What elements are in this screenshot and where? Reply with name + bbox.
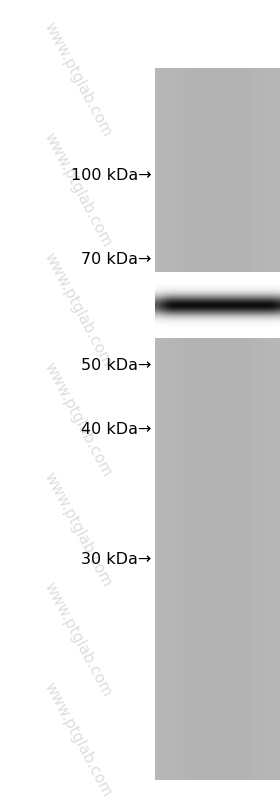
Text: www.ptglab.com: www.ptglab.com [42,470,115,590]
Text: www.ptglab.com: www.ptglab.com [42,130,115,250]
Text: www.ptglab.com: www.ptglab.com [42,360,115,480]
Text: 70 kDa→: 70 kDa→ [81,252,151,268]
Text: www.ptglab.com: www.ptglab.com [42,20,115,140]
Text: 40 kDa→: 40 kDa→ [81,423,151,438]
Text: 30 kDa→: 30 kDa→ [81,552,151,567]
Text: www.ptglab.com: www.ptglab.com [42,580,115,700]
Text: 100 kDa→: 100 kDa→ [71,168,151,182]
Text: 50 kDa→: 50 kDa→ [81,357,151,372]
Text: www.ptglab.com: www.ptglab.com [42,250,115,370]
Text: www.ptglab.com: www.ptglab.com [42,680,115,799]
